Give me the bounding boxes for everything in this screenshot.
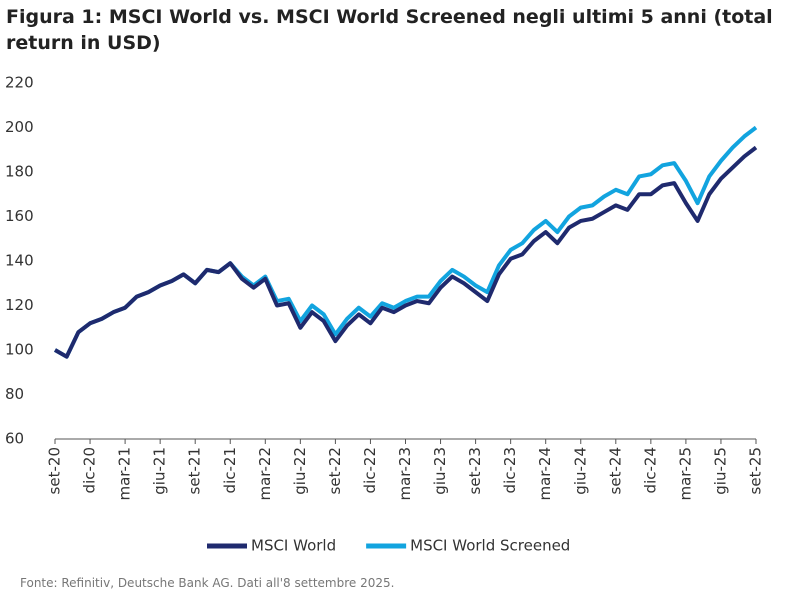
x-tick-label: set-24 <box>606 447 624 494</box>
x-tick-label: mar-23 <box>396 447 414 501</box>
x-tick-label: giu-23 <box>431 447 449 495</box>
y-tick-label: 80 <box>5 385 24 403</box>
x-tick-label: set-25 <box>747 447 765 494</box>
legend-label: MSCI World <box>251 537 336 555</box>
x-tick-label: dic-22 <box>361 447 379 493</box>
y-tick-label: 100 <box>5 341 34 359</box>
x-tick-label: mar-21 <box>116 447 134 501</box>
x-tick-label: set-23 <box>466 447 484 494</box>
x-tick-label: giu-22 <box>291 447 309 495</box>
x-tick-label: set-20 <box>46 447 64 494</box>
y-tick-label: 60 <box>5 430 24 448</box>
y-tick-label: 200 <box>5 118 34 136</box>
y-tick-label: 220 <box>5 74 34 92</box>
x-tick-label: set-22 <box>326 447 344 494</box>
y-tick-label: 180 <box>5 163 34 181</box>
x-tick-label: giu-25 <box>711 447 729 495</box>
series-line <box>54 125 758 359</box>
x-tick-label: mar-25 <box>676 447 694 501</box>
legend-label: MSCI World Screened <box>410 537 570 555</box>
x-tick-label: giu-24 <box>571 447 589 495</box>
x-tick-label: dic-24 <box>641 447 659 493</box>
x-tick-label: mar-22 <box>256 447 274 501</box>
source-note: Fonte: Refinitiv, Deutsche Bank AG. Dati… <box>20 576 395 590</box>
y-tick-label: 160 <box>5 207 34 225</box>
x-tick-label: dic-21 <box>221 447 239 493</box>
x-tick-label: dic-23 <box>501 447 519 493</box>
y-tick-label: 120 <box>5 296 34 314</box>
chart-title: Figura 1: MSCI World vs. MSCI World Scre… <box>6 6 773 54</box>
x-tick-label: mar-24 <box>536 447 554 501</box>
y-tick-label: 140 <box>5 252 34 270</box>
series-line <box>54 145 758 359</box>
x-tick-label: dic-20 <box>81 447 99 493</box>
x-tick-label: giu-21 <box>151 447 169 495</box>
x-tick-label: set-21 <box>186 447 204 494</box>
